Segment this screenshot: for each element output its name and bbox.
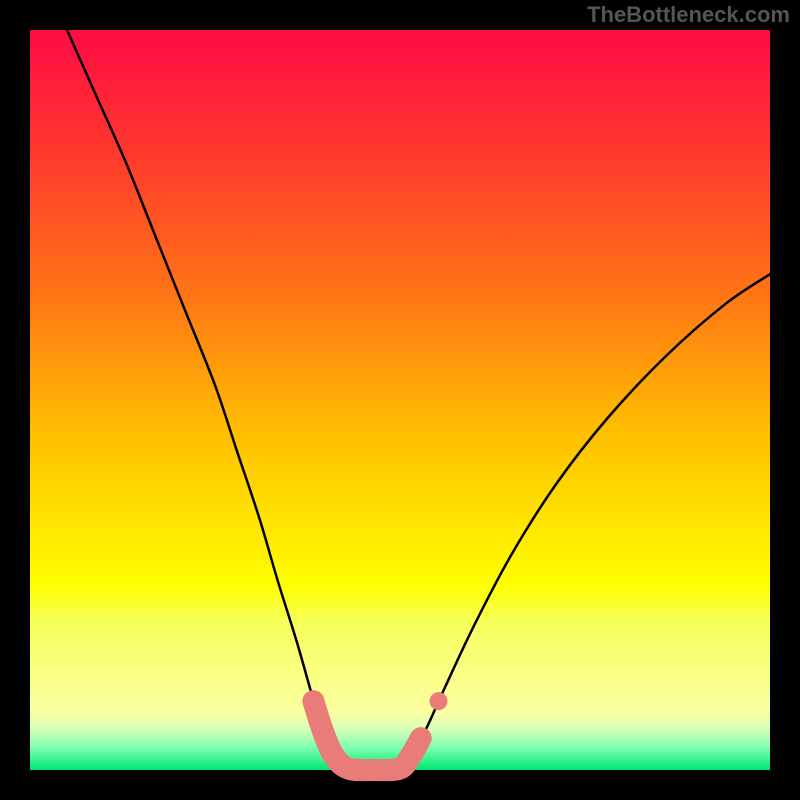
plot-background (30, 30, 770, 770)
bottleneck-chart-svg (0, 0, 800, 800)
watermark-text: TheBottleneck.com (587, 2, 790, 28)
highlight-dot (429, 692, 447, 710)
chart-container: TheBottleneck.com (0, 0, 800, 800)
